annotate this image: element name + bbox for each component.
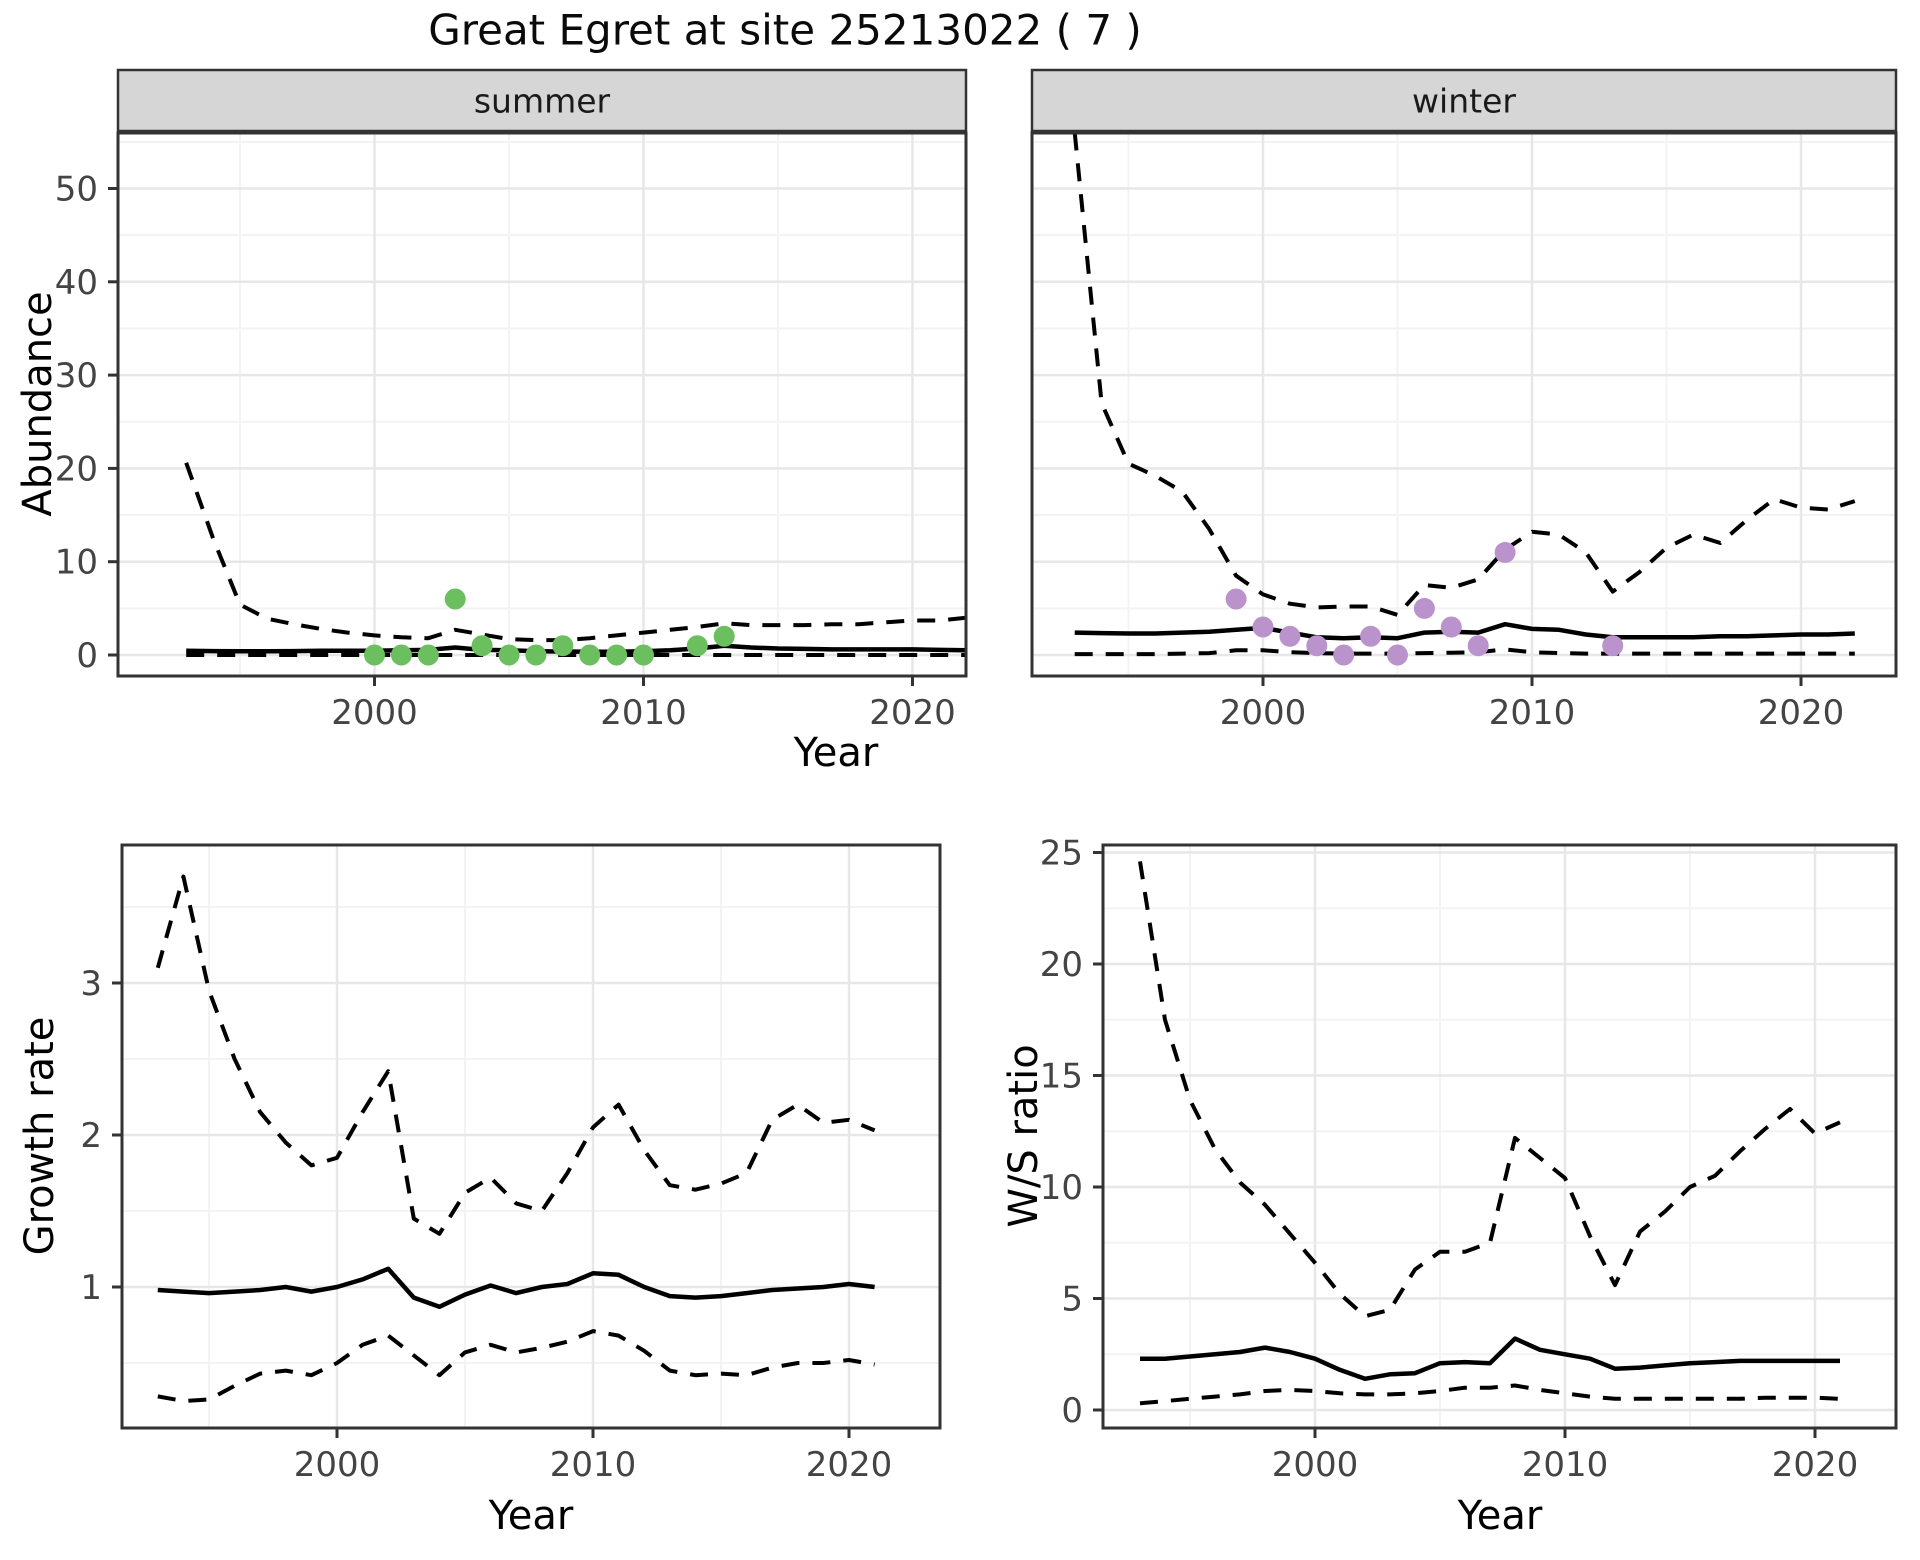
- data-point: [552, 635, 574, 657]
- panel-abundance-summer: 2000 2010 2020 0 10 20 30 40 50: [55, 68, 968, 733]
- y-tick-label: 3: [80, 964, 102, 1004]
- y-tick-label: 0: [1061, 1391, 1083, 1431]
- data-point: [1360, 625, 1382, 647]
- data-point: [633, 644, 654, 666]
- x-axis-title-year-bottom-right: Year: [1457, 1493, 1543, 1539]
- series-upper_ci: [184, 462, 966, 643]
- series-lines: [1072, 133, 1856, 657]
- x-tick-label: 2010: [1522, 1445, 1609, 1485]
- y-tick-label: 40: [55, 263, 98, 303]
- data-point: [471, 635, 493, 657]
- x-tick-label: 2020: [806, 1445, 893, 1485]
- y-tick-label: 10: [1040, 1168, 1083, 1208]
- y-tick-label: 20: [1040, 945, 1083, 985]
- panel-background: [118, 133, 966, 676]
- y-tick-label: 15: [1040, 1057, 1083, 1097]
- data-point: [686, 635, 708, 657]
- x-tick-label: 2000: [1272, 1445, 1359, 1485]
- series-median: [186, 643, 966, 654]
- figure-title: Great Egret at site 25213022 ( 7 ): [428, 5, 1142, 55]
- y-tick-label: 30: [55, 356, 98, 396]
- x-tick-label: 2020: [869, 693, 956, 733]
- panel-abundance-winter: 2000 2010 2020: [1030, 68, 1898, 733]
- data-point: [1252, 616, 1274, 638]
- x-tick-label: 2010: [550, 1445, 637, 1485]
- data-point: [606, 644, 628, 666]
- data-point: [1333, 644, 1355, 666]
- panel-background: [1032, 133, 1896, 676]
- panel-border: [1030, 131, 1898, 678]
- x-axis-title-year-bottom-left: Year: [488, 1493, 574, 1539]
- x-tick-label: 2010: [1489, 693, 1576, 733]
- series-median: [157, 1266, 875, 1310]
- y-axis-title-growth-rate: Growth rate: [17, 1016, 63, 1256]
- data-point: [713, 625, 735, 647]
- series-lines: [184, 462, 966, 657]
- x-tick-label: 2010: [600, 693, 687, 733]
- series-lower_ci: [1074, 647, 1855, 657]
- data-point: [1440, 616, 1462, 638]
- y-tick-label: 5: [1061, 1280, 1083, 1320]
- gridlines: [1032, 133, 1896, 676]
- y-tick-label: 20: [55, 449, 98, 489]
- facet-strip: [116, 68, 968, 133]
- series-median: [1074, 621, 1855, 641]
- x-tick-label: 2020: [1772, 1445, 1859, 1485]
- gridlines: [118, 133, 966, 676]
- data-point: [444, 588, 466, 610]
- data-point: [498, 644, 520, 666]
- series-lines: [155, 874, 876, 1403]
- panel-growth-rate: 2000 2010 2020 1 2 3: [80, 843, 942, 1485]
- y-tick-label: 10: [55, 543, 98, 583]
- data-point: [390, 644, 412, 666]
- series-lower_ci: [157, 1329, 875, 1403]
- y-axis-title-abundance: Abundance: [15, 291, 61, 517]
- x-tick-label: 2000: [294, 1445, 381, 1485]
- data-point: [1494, 541, 1516, 563]
- data-point: [364, 644, 385, 666]
- panel-background: [1103, 845, 1896, 1428]
- data-point: [1306, 635, 1328, 657]
- y-tick-label: 0: [76, 636, 98, 676]
- gridlines: [122, 845, 940, 1428]
- data-point: [1225, 588, 1247, 610]
- x-tick-label: 2000: [331, 693, 418, 733]
- series-lower_ci: [1139, 1383, 1841, 1406]
- facet-strip: [1030, 68, 1898, 133]
- data-point: [1413, 597, 1435, 619]
- observed-points: [364, 588, 735, 666]
- x-tick-label: 2000: [1220, 693, 1307, 733]
- panel-ws-ratio: 2000 2010 2020 0 5 10 15 20 25: [1040, 834, 1898, 1485]
- panel-border: [1101, 843, 1898, 1430]
- panel-background: [122, 845, 940, 1428]
- gridlines: [1103, 845, 1896, 1428]
- data-point: [1602, 635, 1624, 657]
- data-point: [525, 644, 547, 666]
- series-upper_ci: [1072, 133, 1856, 617]
- facet-strip-label-winter: winter: [1412, 81, 1516, 121]
- observed-points: [1225, 541, 1624, 666]
- data-point: [1387, 644, 1408, 666]
- x-axis-title-year-top: Year: [793, 730, 879, 776]
- panel-border: [116, 131, 968, 678]
- series-lines: [1138, 861, 1841, 1406]
- data-point: [417, 644, 439, 666]
- data-point: [1467, 635, 1489, 657]
- x-tick-label: 2020: [1758, 693, 1845, 733]
- data-point: [1279, 625, 1301, 647]
- y-axis-title-ws-ratio: W/S ratio: [1001, 1044, 1047, 1228]
- data-point: [579, 644, 601, 666]
- series-median: [1140, 1336, 1840, 1382]
- y-tick-label: 1: [80, 1268, 102, 1308]
- y-tick-label: 2: [80, 1116, 102, 1156]
- facet-strip-label-summer: summer: [473, 81, 611, 121]
- y-tick-label: 25: [1040, 834, 1083, 874]
- y-tick-label: 50: [55, 170, 98, 210]
- series-upper_ci: [155, 874, 876, 1236]
